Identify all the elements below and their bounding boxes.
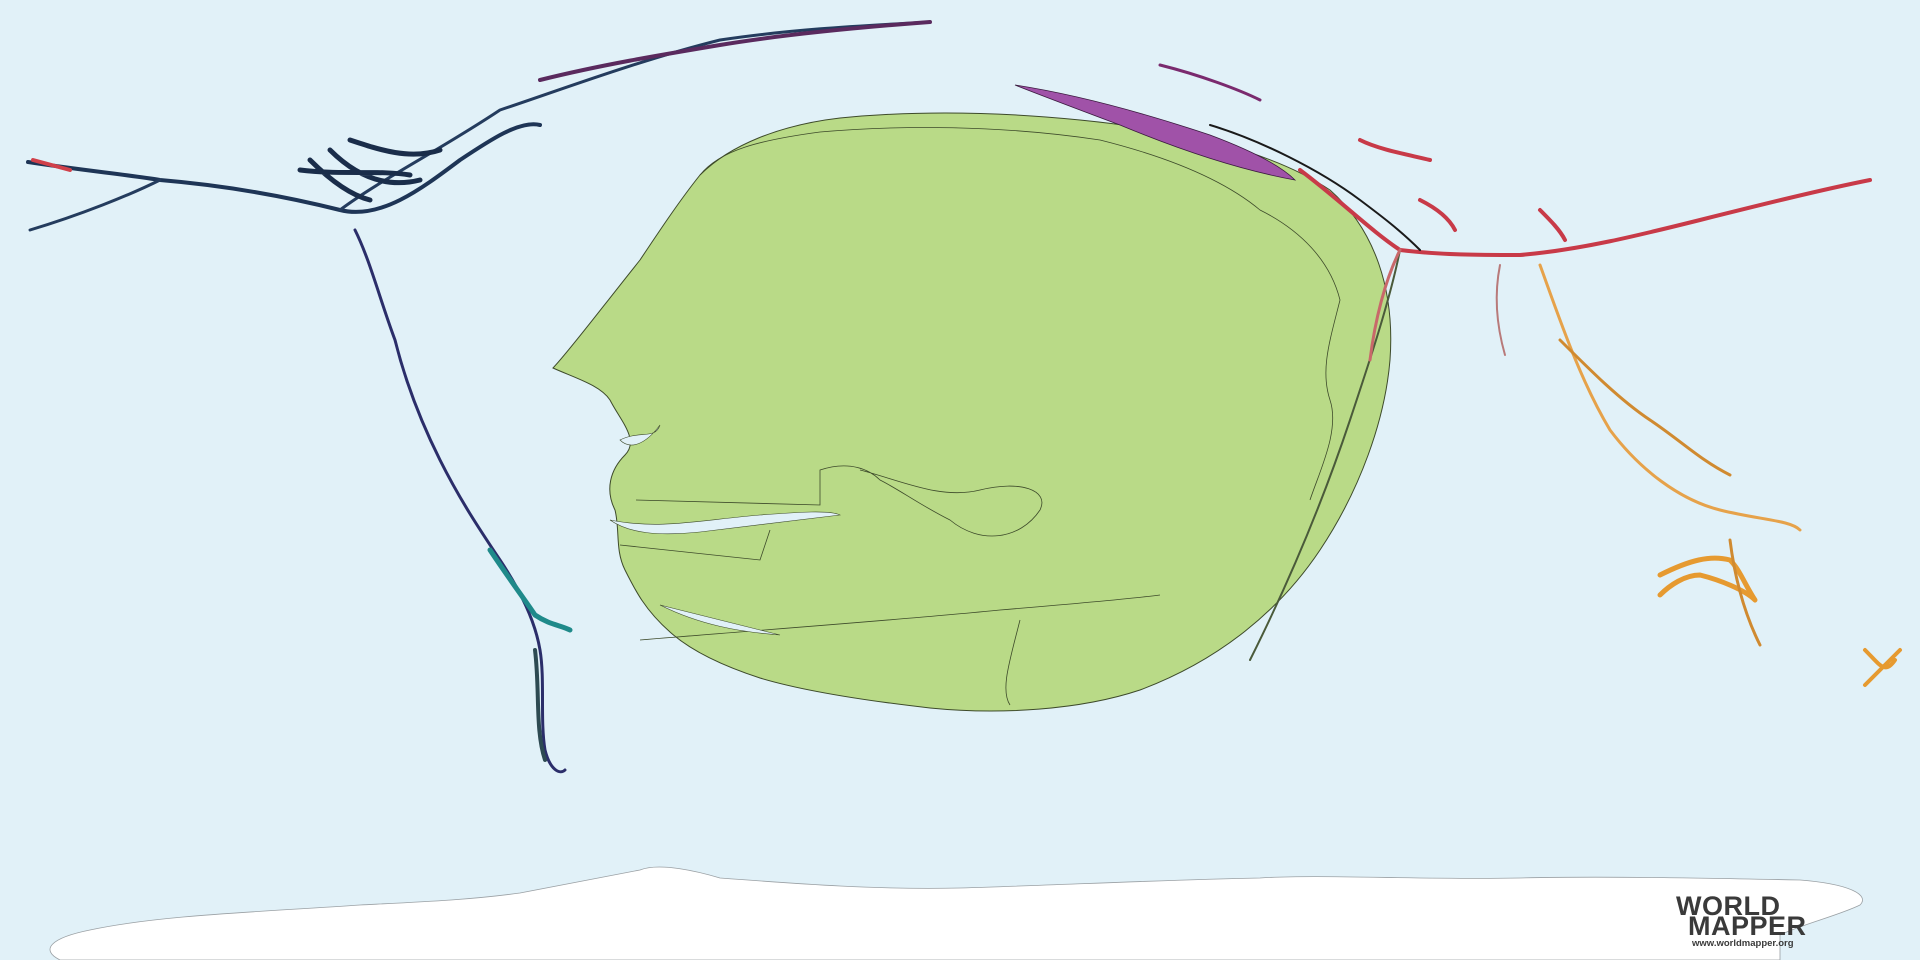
australia	[1657, 555, 1758, 603]
border	[635, 465, 1043, 537]
antarctica	[49, 866, 1863, 960]
canada-islands	[297, 137, 443, 203]
logo-line2: MAPPER	[1688, 911, 1807, 941]
americas	[26, 20, 932, 774]
russia-asia	[1298, 168, 1872, 257]
scandinavia	[1014, 84, 1297, 181]
north-america	[26, 122, 542, 214]
new-zealand	[1863, 648, 1902, 687]
australia	[1728, 538, 1762, 647]
iceland	[1158, 63, 1262, 102]
africa-east	[1249, 249, 1401, 661]
border	[619, 529, 1161, 706]
south-america	[487, 547, 573, 633]
latin-america	[353, 228, 567, 774]
west-africa-region	[552, 112, 1392, 712]
north-america	[28, 20, 932, 232]
asia	[1358, 138, 1567, 242]
indonesia	[1558, 338, 1732, 477]
hawaii	[31, 158, 72, 172]
south-asia	[1495, 264, 1506, 356]
south-america	[533, 648, 547, 762]
logo: WORLD MAPPER www.worldmapper.org	[1676, 891, 1807, 949]
europe	[1209, 124, 1421, 251]
middle-east	[1368, 248, 1402, 362]
greenland	[538, 20, 932, 82]
asia-pacific	[1538, 263, 1902, 687]
logo-line1: WORLD	[1676, 891, 1780, 921]
border	[699, 127, 1341, 501]
southeast-asia	[1538, 263, 1802, 532]
river	[609, 511, 842, 535]
logo-url: www.worldmapper.org	[1691, 938, 1794, 949]
river	[619, 424, 781, 636]
eurasia	[1014, 63, 1872, 661]
